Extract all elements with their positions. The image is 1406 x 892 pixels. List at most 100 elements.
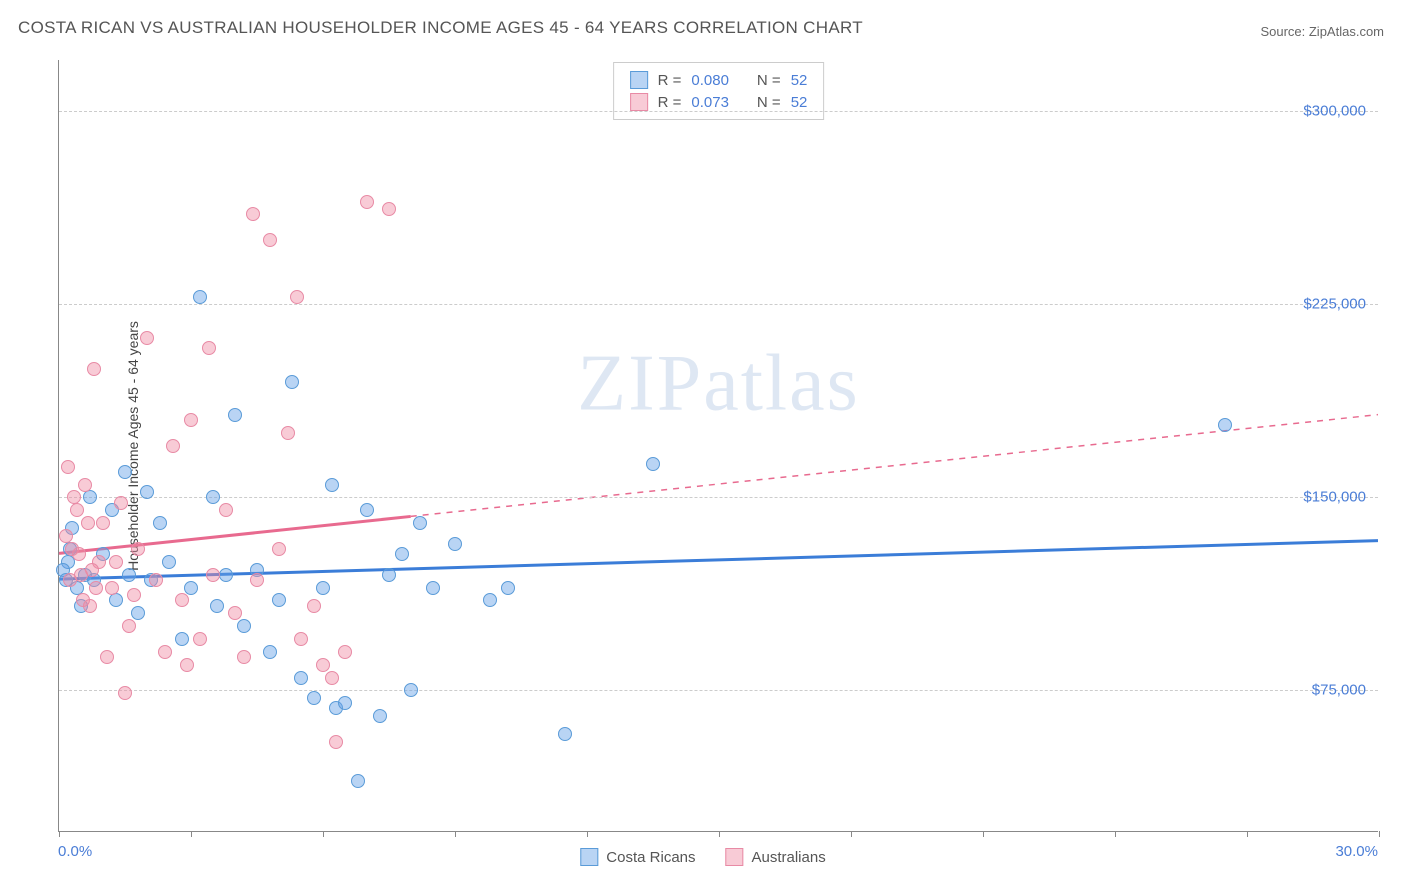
scatter-point [118,686,132,700]
scatter-point [210,599,224,613]
scatter-point [140,331,154,345]
scatter-point [426,581,440,595]
scatter-point [122,619,136,633]
scatter-point [61,460,75,474]
scatter-point [325,671,339,685]
stats-legend-row: R =0.080N =52 [626,69,812,91]
scatter-point [85,563,99,577]
scatter-point [184,581,198,595]
scatter-point [351,774,365,788]
x-tick [323,831,324,837]
gridline [59,497,1378,498]
y-tick-label: $150,000 [1303,489,1366,506]
scatter-point [360,503,374,517]
scatter-point [118,465,132,479]
scatter-point [483,593,497,607]
scatter-point [63,573,77,587]
bottom-legend-item: Australians [726,848,826,866]
x-tick [1379,831,1380,837]
stat-r-value: 0.073 [691,94,729,111]
scatter-point [338,645,352,659]
scatter-point [237,619,251,633]
x-tick [587,831,588,837]
scatter-point [100,650,114,664]
scatter-point [281,426,295,440]
scatter-point [250,573,264,587]
scatter-point [87,362,101,376]
scatter-point [263,645,277,659]
scatter-point [89,581,103,595]
scatter-point [206,490,220,504]
x-tick [1247,831,1248,837]
x-tick [191,831,192,837]
scatter-point [96,516,110,530]
legend-series-name: Australians [752,849,826,866]
trendline-layer [59,60,1378,831]
scatter-point [325,478,339,492]
x-tick [719,831,720,837]
scatter-point [78,478,92,492]
scatter-point [180,658,194,672]
legend-swatch [630,71,648,89]
scatter-point [448,537,462,551]
scatter-point [158,645,172,659]
scatter-point [175,593,189,607]
gridline [59,111,1378,112]
scatter-point [316,581,330,595]
scatter-point [237,650,251,664]
scatter-point [382,568,396,582]
scatter-point [294,671,308,685]
scatter-point [83,490,97,504]
scatter-point [294,632,308,646]
scatter-point [105,581,119,595]
scatter-point [149,573,163,587]
scatter-point [59,529,73,543]
scatter-point [307,599,321,613]
scatter-point [646,457,660,471]
chart-title: COSTA RICAN VS AUSTRALIAN HOUSEHOLDER IN… [18,18,863,38]
scatter-point [219,503,233,517]
scatter-point [307,691,321,705]
scatter-point [140,485,154,499]
scatter-point [219,568,233,582]
scatter-point [114,496,128,510]
y-tick-label: $300,000 [1303,103,1366,120]
source-label: Source: ZipAtlas.com [1260,24,1384,39]
x-tick [1115,831,1116,837]
scatter-point [360,195,374,209]
x-tick [851,831,852,837]
legend-swatch [580,848,598,866]
scatter-point [206,568,220,582]
scatter-point [131,606,145,620]
scatter-point [395,547,409,561]
scatter-point [127,588,141,602]
stat-n-label: N = [757,72,781,89]
scatter-point [76,593,90,607]
legend-swatch [630,93,648,111]
scatter-point [413,516,427,530]
scatter-point [122,568,136,582]
scatter-point [67,490,81,504]
scatter-point [558,727,572,741]
stat-r-label: R = [658,94,682,111]
scatter-point [193,632,207,646]
scatter-point [501,581,515,595]
stat-r-label: R = [658,72,682,89]
scatter-point [285,375,299,389]
scatter-point [338,696,352,710]
scatter-point [272,593,286,607]
scatter-point [246,207,260,221]
stat-r-value: 0.080 [691,72,729,89]
x-axis-min-label: 0.0% [58,843,92,860]
x-tick [983,831,984,837]
scatter-point [263,233,277,247]
scatter-point [175,632,189,646]
y-tick-label: $225,000 [1303,296,1366,313]
stats-legend-row: R =0.073N =52 [626,91,812,113]
gridline [59,690,1378,691]
bottom-legend: Costa RicansAustralians [580,848,825,866]
scatter-point [81,516,95,530]
scatter-point [153,516,167,530]
scatter-point [329,735,343,749]
scatter-point [272,542,286,556]
